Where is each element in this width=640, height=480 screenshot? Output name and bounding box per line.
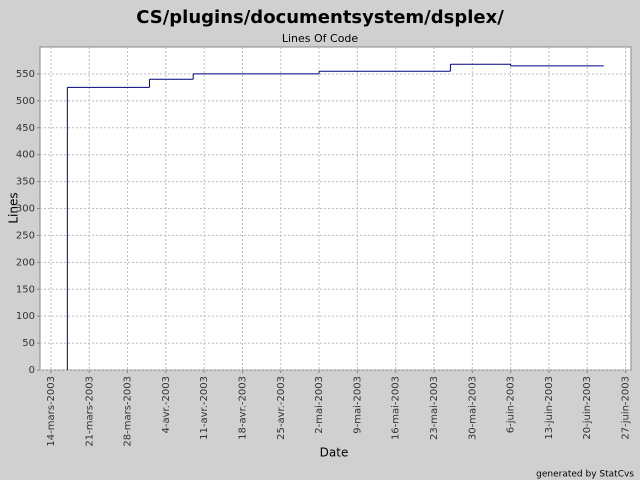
y-tick-label: 250	[16, 230, 35, 241]
y-tick-label: 500	[16, 96, 35, 107]
y-tick-label: 350	[16, 177, 35, 188]
y-tick-label: 400	[16, 150, 35, 161]
y-axis-label: Lines	[7, 192, 21, 223]
footer: generated by StatCvs	[536, 470, 634, 480]
x-axis-label: Date	[320, 446, 349, 460]
x-tick-label: 13-juin-2003	[544, 376, 555, 440]
x-tick-label: 20-juin-2003	[582, 376, 593, 440]
y-tick-label: 300	[16, 204, 35, 215]
x-tick-label: 6-juin-2003	[506, 376, 517, 433]
y-tick-label: 100	[16, 311, 35, 322]
x-tick-label: 21-mars-2003	[84, 376, 95, 447]
y-tick-label: 200	[16, 257, 35, 268]
y-tick-label: 0	[29, 365, 35, 376]
x-tick-label: 16-mai-2003	[391, 376, 402, 440]
x-tick-label: 2-mai-2003	[314, 376, 325, 434]
y-tick-label: 450	[16, 123, 35, 134]
x-tick-label: 23-mai-2003	[429, 376, 440, 440]
x-tick-label: 28-mars-2003	[123, 376, 134, 447]
y-tick-label: 50	[22, 338, 35, 349]
y-tick-label: 550	[16, 69, 35, 80]
x-tick-label: 27-juin-2003	[621, 376, 632, 440]
y-tick-label: 150	[16, 284, 35, 295]
x-tick-label: 14-mars-2003	[46, 376, 57, 447]
x-tick-label: 18-avr.-2003	[237, 376, 248, 440]
x-tick-label: 30-mai-2003	[467, 376, 478, 440]
x-tick-label: 11-avr.-2003	[199, 376, 210, 440]
x-tick-label: 25-avr.-2003	[276, 376, 287, 440]
chart-subtitle: Lines Of Code	[282, 32, 359, 45]
x-tick-label: 9-mai-2003	[352, 376, 363, 434]
x-tick-label: 4-avr.-2003	[161, 376, 172, 433]
chart-title: CS/plugins/documentsystem/dsplex/	[136, 7, 504, 28]
